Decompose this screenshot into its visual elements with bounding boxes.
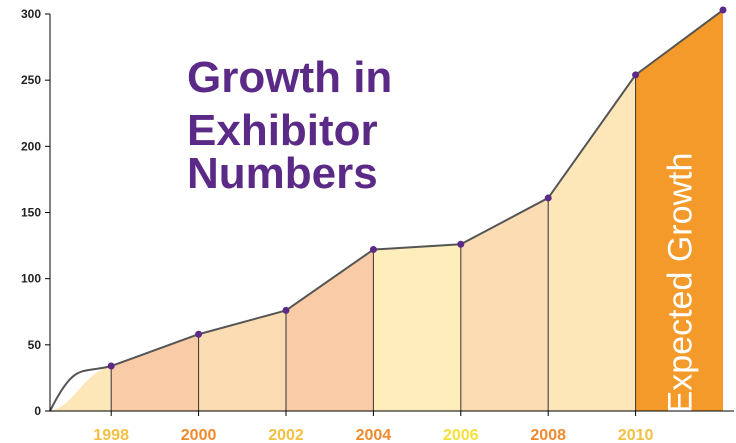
area-band-5 bbox=[373, 244, 461, 411]
area-band-1 bbox=[50, 366, 112, 411]
area-bands bbox=[50, 74, 636, 411]
y-tick-label-100: 100 bbox=[21, 272, 41, 286]
data-point-1998 bbox=[107, 362, 115, 370]
area-band-7 bbox=[548, 74, 636, 411]
data-point-2004 bbox=[369, 246, 377, 254]
data-point-2002 bbox=[282, 306, 290, 314]
expected-growth-band: Expected Growth bbox=[635, 10, 723, 414]
y-tick-label-0: 0 bbox=[34, 404, 41, 418]
y-axis-ticks: 0 50 100 150 200 250 300 bbox=[21, 7, 50, 418]
data-point-2006 bbox=[457, 240, 465, 248]
area-band-2 bbox=[111, 334, 199, 411]
y-tick-label-250: 250 bbox=[21, 73, 41, 87]
growth-line bbox=[49, 9, 724, 412]
chart-title-line-1: Growth in bbox=[187, 53, 392, 102]
area-band-4 bbox=[285, 249, 374, 411]
x-tick-label-2010: 2010 bbox=[618, 427, 654, 443]
y-tick-label-50: 50 bbox=[28, 338, 42, 352]
x-tick-label-2000: 2000 bbox=[181, 427, 217, 443]
expected-growth-area bbox=[635, 10, 723, 412]
period-dividers bbox=[110, 74, 637, 411]
data-point-2010 bbox=[632, 71, 640, 79]
x-tick-label-2008: 2008 bbox=[530, 427, 566, 443]
area-band-6 bbox=[460, 197, 549, 411]
x-tick-label-1998: 1998 bbox=[93, 427, 129, 443]
growth-line-layer bbox=[49, 6, 727, 412]
chart-title-line-2: Exhibitor bbox=[187, 106, 378, 155]
y-tick-label-200: 200 bbox=[21, 139, 41, 153]
data-point-2008 bbox=[544, 194, 552, 202]
data-point-2000 bbox=[195, 330, 203, 338]
x-tick-label-2002: 2002 bbox=[268, 427, 304, 443]
area-band-3 bbox=[198, 310, 286, 411]
y-tick-label-300: 300 bbox=[21, 7, 41, 21]
x-tick-label-2004: 2004 bbox=[356, 427, 392, 443]
expected-growth-label: Expected Growth bbox=[661, 153, 699, 414]
data-point-2012 bbox=[719, 6, 727, 14]
y-tick-label-150: 150 bbox=[21, 206, 41, 220]
x-axis-ticks: 1998 2000 2002 2004 2006 2008 2010 bbox=[93, 411, 653, 443]
chart-title-line-3: Numbers bbox=[187, 149, 378, 198]
x-tick-label-2006: 2006 bbox=[443, 427, 479, 443]
